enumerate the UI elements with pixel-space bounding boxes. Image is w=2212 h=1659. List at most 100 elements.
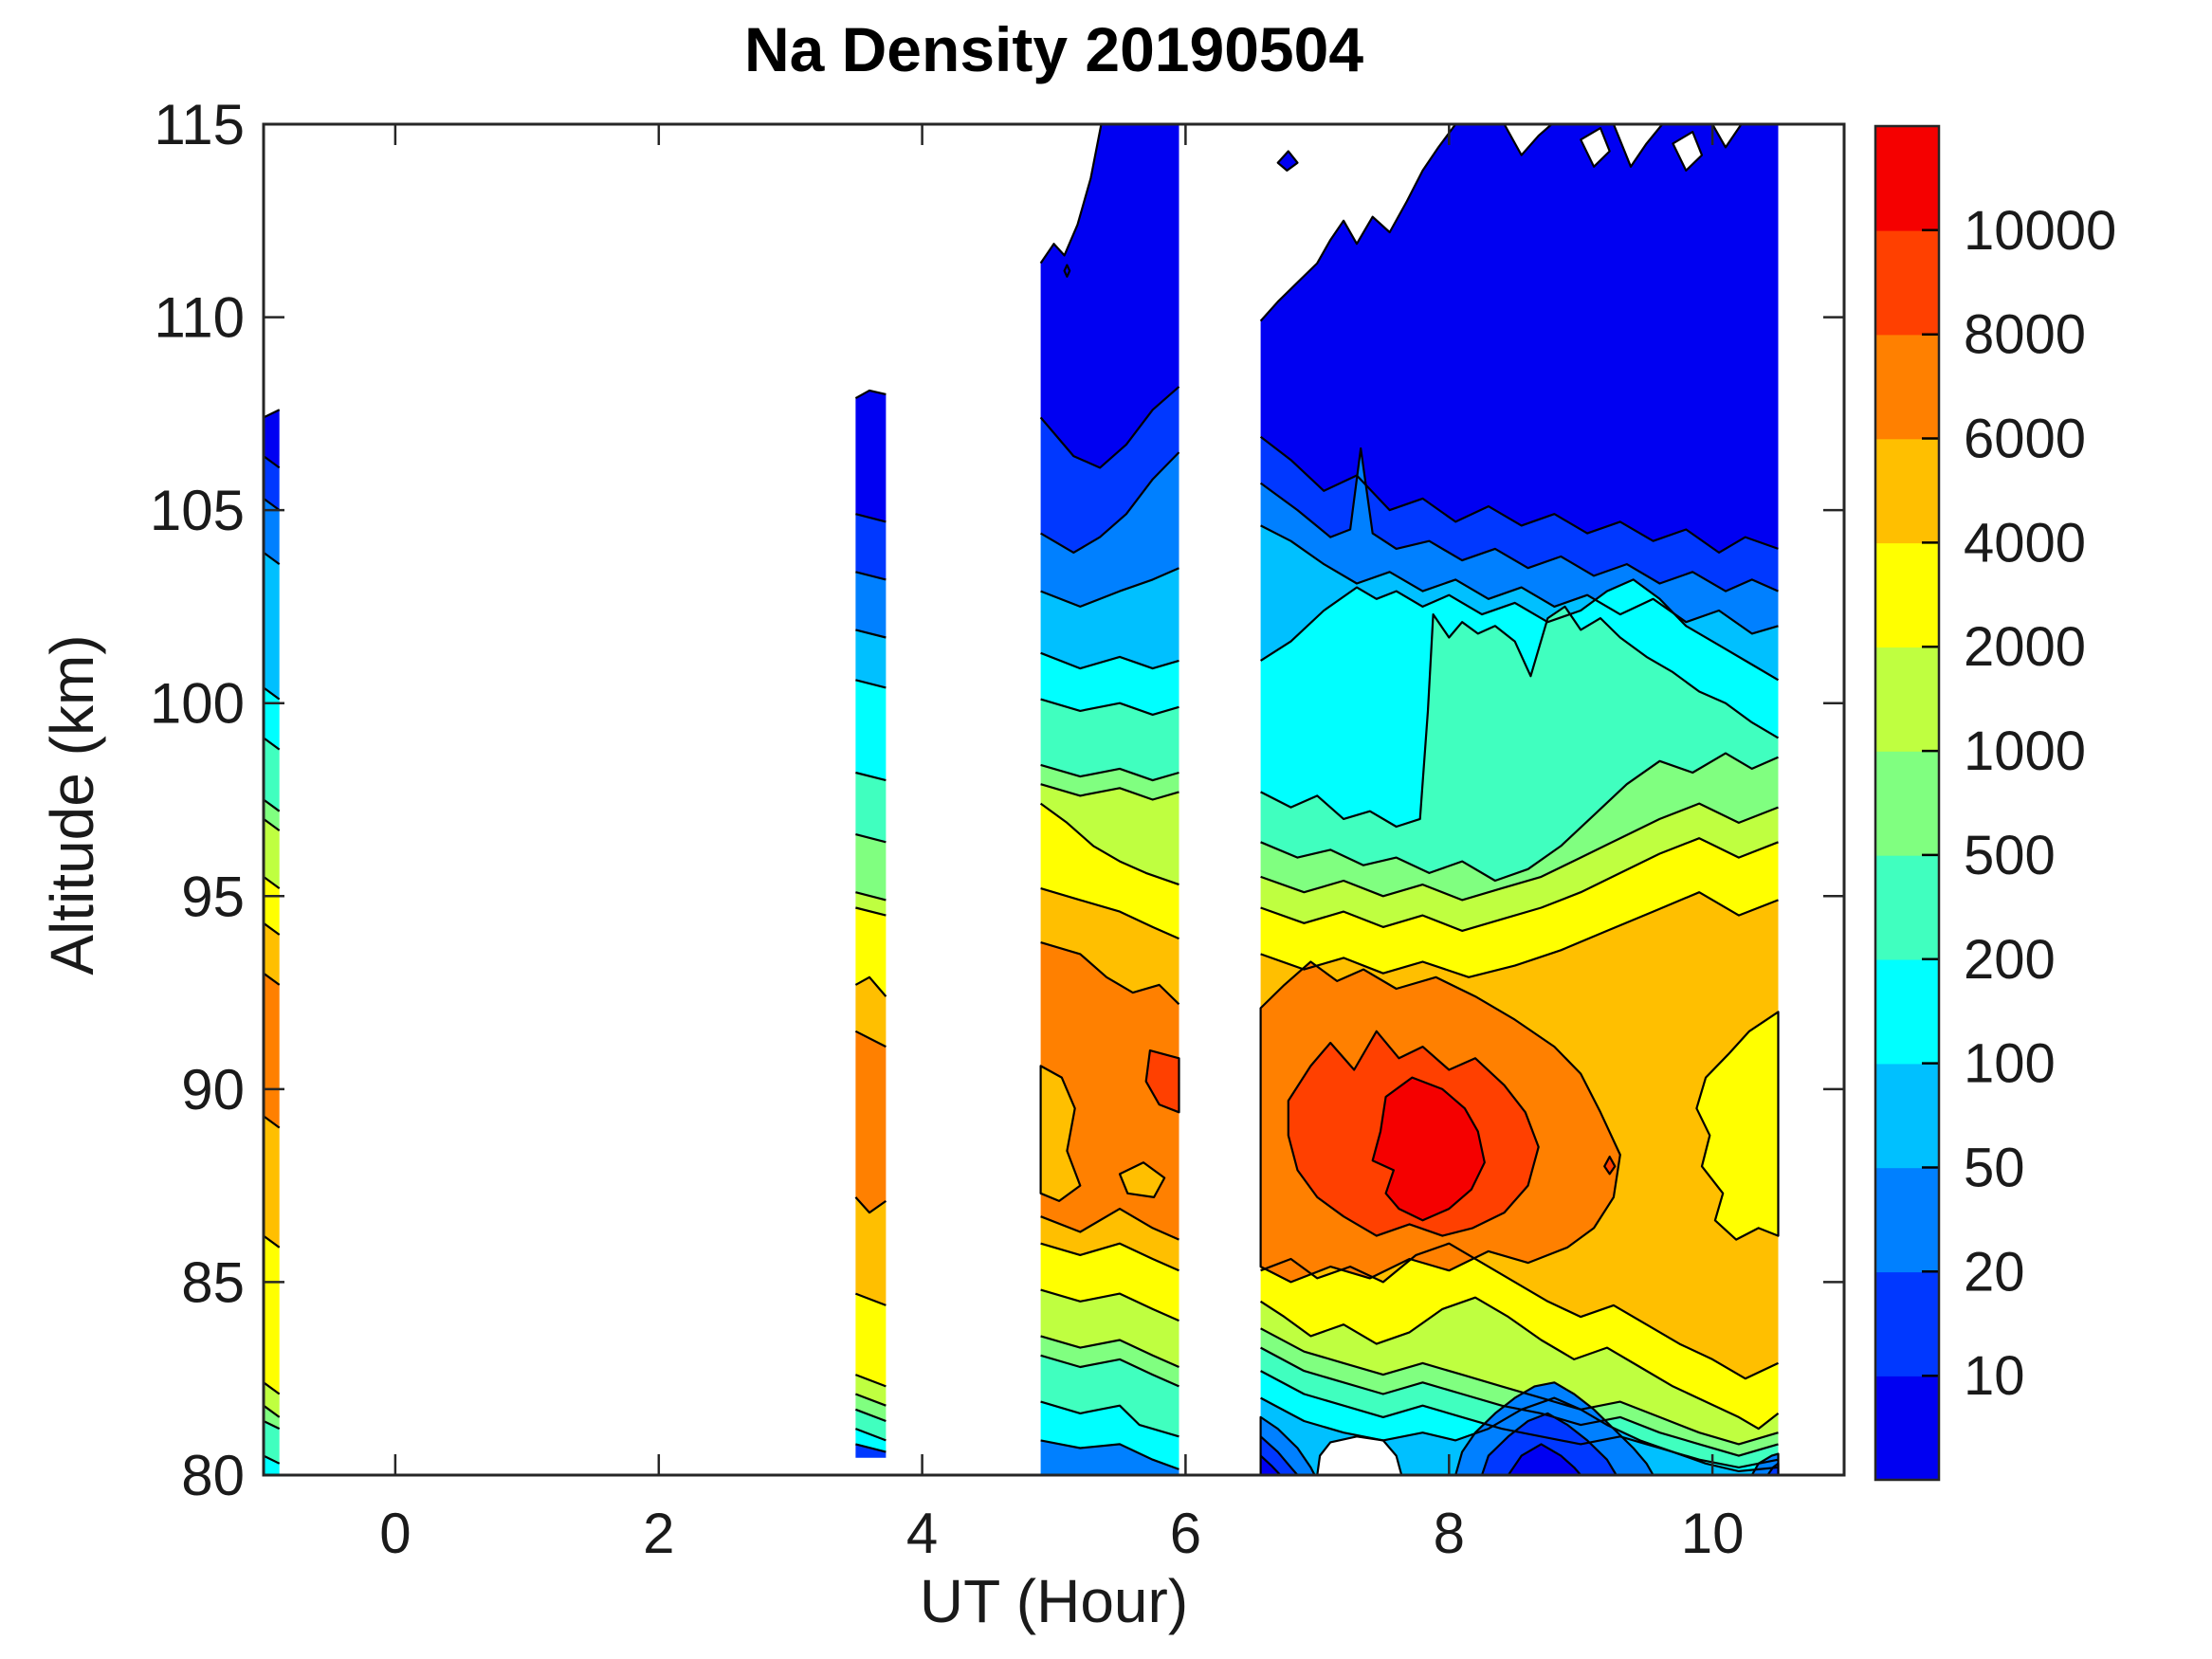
contour-band (1260, 448, 1779, 634)
contour-line (263, 686, 281, 701)
contour-line (855, 513, 887, 523)
colorbar-label: 1000 (1964, 720, 2086, 782)
contour-band (855, 1293, 887, 1387)
contour-line (1040, 1400, 1179, 1438)
y-tick-label: 80 (181, 1444, 245, 1507)
contour-band (1260, 606, 1779, 881)
x-tick-label: 6 (1170, 1502, 1201, 1565)
contour-band (264, 818, 280, 889)
contour-band (264, 1116, 280, 1248)
contour-band (1040, 652, 1179, 715)
colorbar-label: 200 (1964, 929, 2056, 991)
contour-line (263, 1454, 281, 1465)
contour-line (263, 1404, 281, 1418)
contour-line (1260, 802, 1779, 902)
colorbar-label: 2000 (1964, 616, 2086, 678)
contour-line (855, 1428, 887, 1442)
y-tick-label: 105 (150, 479, 245, 542)
contour-line (1039, 386, 1180, 469)
contour-line (1040, 1354, 1179, 1388)
contour-band (264, 456, 280, 511)
contour-line (263, 1234, 281, 1249)
contour-line (263, 552, 281, 565)
x-tick-label: 10 (1681, 1502, 1745, 1565)
contour-band (264, 738, 280, 811)
contour-line (1260, 837, 1779, 933)
colorbar-segment (1875, 126, 1939, 231)
contour-line (855, 906, 887, 917)
colorbar-segment (1875, 334, 1939, 440)
x-tick-label: 0 (379, 1502, 411, 1565)
contour-band (855, 680, 887, 781)
contour-band (264, 552, 280, 700)
colorbar-segment (1875, 542, 1939, 647)
colorbar-segment (1875, 229, 1939, 336)
contour-band (1260, 525, 1779, 681)
contour-patch (1039, 1065, 1082, 1203)
y-tick-label: 115 (154, 93, 245, 156)
contour-line (263, 1420, 281, 1431)
contour-patch (1118, 1161, 1166, 1199)
contour-line (1040, 887, 1179, 940)
contour-band (1040, 1401, 1179, 1469)
x-axis-label: UT (Hour) (919, 1567, 1189, 1635)
contour-line (855, 1408, 887, 1423)
contour-line (263, 455, 281, 469)
contour-line (1040, 1439, 1179, 1470)
colorbar-label: 10 (1964, 1345, 2025, 1407)
contour-line (263, 921, 281, 936)
contour-line (263, 972, 281, 986)
contour-line (854, 1030, 887, 1048)
contour-band (855, 907, 887, 997)
contour-band (1040, 1440, 1179, 1475)
contour-band (855, 1030, 887, 1213)
contour-band (1040, 764, 1179, 800)
colorbar-label: 10000 (1964, 200, 2116, 262)
colorbar-segment (1875, 854, 1939, 960)
contour-line (1040, 941, 1180, 1006)
contour-line (1040, 451, 1180, 555)
contour-patch (1144, 1048, 1180, 1114)
contour-line (1259, 447, 1779, 592)
contour-line (1040, 763, 1179, 782)
contour-line (1260, 1242, 1779, 1380)
x-tick-label: 8 (1434, 1502, 1465, 1565)
colorbar-border (1874, 124, 1941, 1482)
contour-line (263, 876, 281, 889)
colorbar-segment (1875, 438, 1939, 544)
contour-band (1040, 888, 1179, 1005)
y-tick-label: 90 (181, 1058, 245, 1121)
contour-line (263, 498, 281, 511)
contour-band (1260, 753, 1779, 901)
contour-line (855, 833, 887, 844)
contour-band (855, 1375, 887, 1406)
contour-band (1040, 124, 1179, 468)
contour-band (855, 1196, 887, 1305)
contour-patch (1672, 131, 1704, 172)
contour-line (855, 571, 887, 581)
contour-line (855, 891, 887, 902)
contour-line (1040, 783, 1179, 801)
contour-band (855, 976, 887, 1048)
contour-line (1260, 578, 1780, 682)
contour-band (1040, 803, 1179, 939)
contour-line (1260, 752, 1779, 883)
contour-line (1260, 1396, 1779, 1473)
contour-line (1040, 1207, 1179, 1241)
contour-band (1260, 579, 1779, 827)
contour-band (855, 834, 887, 901)
contour-band (264, 1455, 280, 1475)
contour-patch (1063, 264, 1071, 278)
colorbar-segment (1875, 1271, 1939, 1376)
contour-band (1260, 124, 1779, 553)
contour-line (855, 1393, 887, 1407)
colorbar-label: 4000 (1964, 512, 2086, 574)
plot-border (262, 122, 1846, 1477)
contour-band (855, 572, 887, 638)
contour-band (855, 1409, 887, 1441)
contour-band (1260, 803, 1779, 931)
contour-band (264, 1235, 280, 1395)
colorbar-segment (1875, 1063, 1939, 1169)
